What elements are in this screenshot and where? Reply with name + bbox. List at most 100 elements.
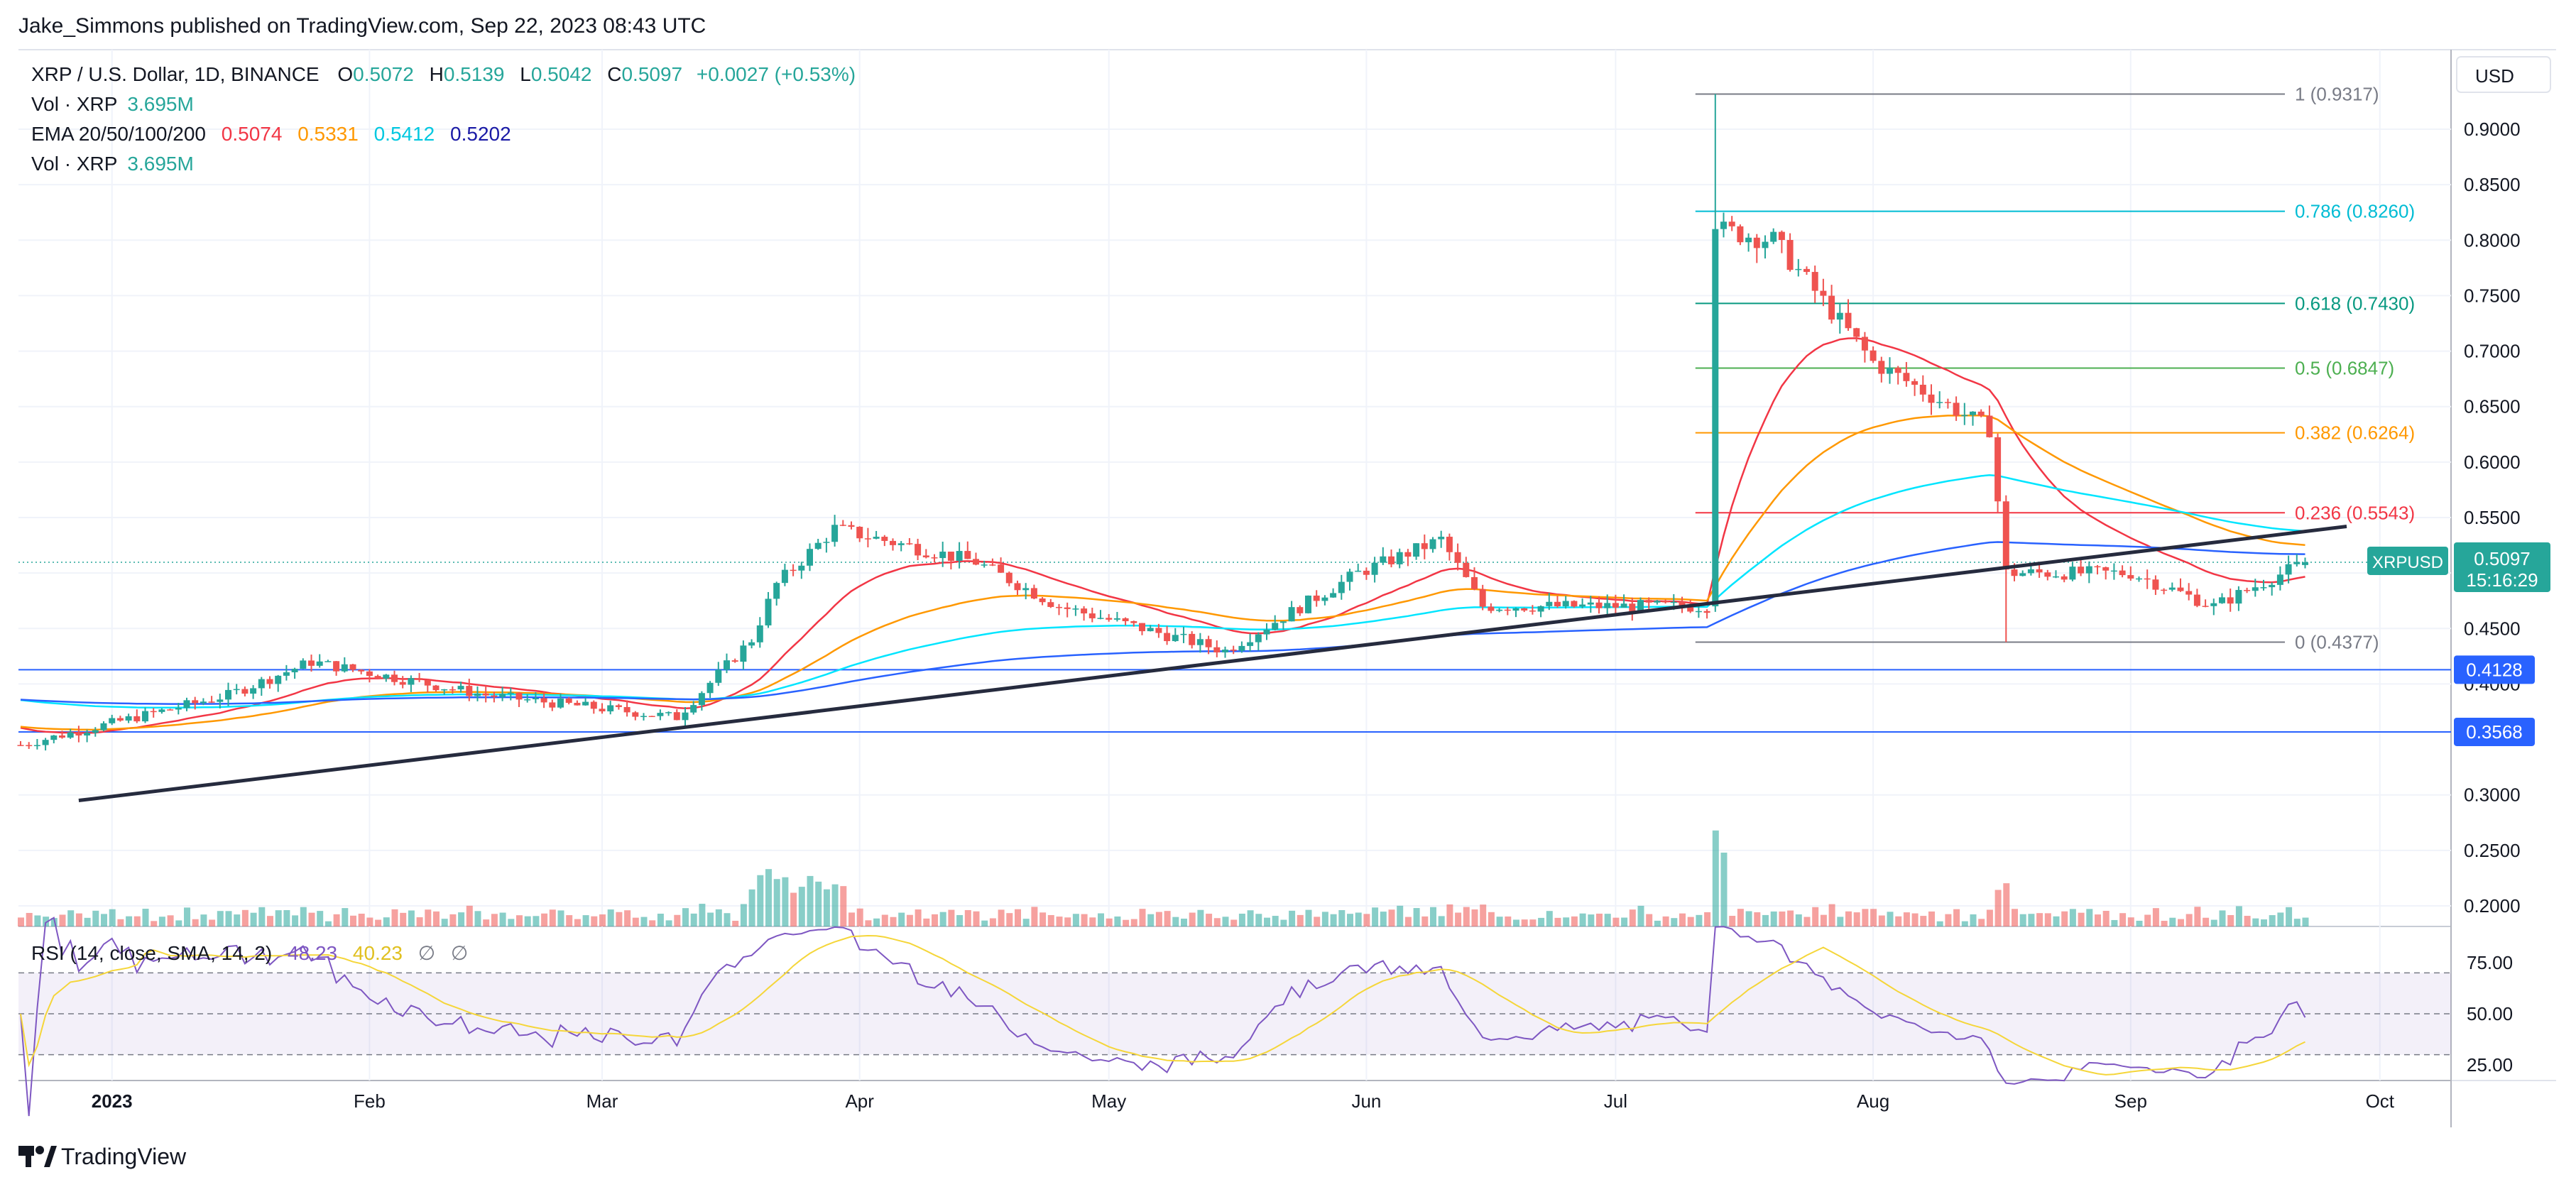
candle-body xyxy=(1088,613,1096,618)
volume-bar xyxy=(2095,914,2101,926)
volume-bar xyxy=(1446,904,1453,926)
candle-body xyxy=(391,674,398,682)
volume-bar xyxy=(491,914,498,926)
candle-body xyxy=(915,544,922,556)
volume-bar xyxy=(939,912,946,926)
candle-body xyxy=(116,718,124,721)
candle-body xyxy=(798,565,805,571)
volume-bar xyxy=(2127,917,2134,926)
candle-body xyxy=(781,569,788,584)
volume-bar xyxy=(1853,912,1860,926)
volume-bar xyxy=(292,915,299,926)
volume-bar xyxy=(391,909,398,926)
volume-bar xyxy=(616,912,623,926)
price-tick-label: 0.4500 xyxy=(2464,618,2521,639)
volume-bar xyxy=(831,884,839,926)
candle-body xyxy=(1446,537,1453,552)
legend-volume-2: Vol · XRP 3.695M xyxy=(31,153,194,175)
volume-bar xyxy=(2302,917,2309,926)
volume-bar xyxy=(1928,911,1935,926)
candle-body xyxy=(848,525,855,527)
candle-body xyxy=(416,678,423,680)
candle-body xyxy=(2161,589,2168,591)
volume-bar xyxy=(275,910,282,926)
volume-bar xyxy=(1754,912,1761,926)
candle-body xyxy=(1346,571,1353,582)
candle-body xyxy=(1953,403,1960,416)
volume-bar xyxy=(1911,913,1919,926)
candle-body xyxy=(2144,578,2151,580)
volume-bar xyxy=(317,911,324,926)
currency-button[interactable] xyxy=(2456,56,2551,93)
candle-body xyxy=(366,671,373,677)
volume-bar xyxy=(2235,906,2242,926)
volume-bar xyxy=(192,919,199,926)
candle-body xyxy=(1562,601,1569,607)
volume-bar xyxy=(1255,914,1262,926)
candle-body xyxy=(383,674,390,679)
volume-bar xyxy=(2277,912,2284,926)
volume-bar xyxy=(1671,918,1678,926)
volume-bar xyxy=(250,912,257,926)
trendline[interactable] xyxy=(78,525,2347,803)
candle-body xyxy=(432,685,440,691)
candle-body xyxy=(2244,590,2251,591)
time-tick-label: Aug xyxy=(1857,1090,1889,1112)
candle-body xyxy=(33,745,40,746)
volume-bar xyxy=(582,915,589,926)
volume-bar xyxy=(2061,911,2068,926)
candles xyxy=(17,94,2308,751)
volume-bar xyxy=(699,904,706,926)
candle-body xyxy=(42,740,49,745)
candle-body xyxy=(724,660,730,670)
volume-bar xyxy=(715,909,722,926)
candle-body xyxy=(167,709,174,711)
candle-body xyxy=(1604,603,1611,608)
candle-body xyxy=(2177,587,2184,591)
candle-body xyxy=(1504,609,1511,611)
volume-bar xyxy=(234,914,241,926)
candle-body xyxy=(682,712,689,721)
rsi-legend: RSI (14, close, SMA, 14, 2) 48.23 40.23 … xyxy=(31,942,468,964)
volume-bar xyxy=(1147,914,1155,926)
volume-bar xyxy=(67,910,75,926)
candle-body xyxy=(50,735,58,740)
volume-bar xyxy=(466,905,473,926)
candle-body xyxy=(250,688,257,694)
volume-bar xyxy=(1596,913,1603,926)
candle-body xyxy=(1695,611,1702,613)
volume-bar xyxy=(964,909,971,926)
volume-bar xyxy=(2286,907,2293,926)
volume-bar xyxy=(923,918,930,926)
volume-bar xyxy=(1554,917,1561,926)
level-badge-label: 0.4128 xyxy=(2466,659,2523,680)
candle-body xyxy=(1911,381,1919,385)
candle-body xyxy=(1770,231,1777,242)
volume-bar xyxy=(632,917,639,926)
volume-bar xyxy=(524,916,531,926)
candle-body xyxy=(1355,570,1362,572)
volume-bar xyxy=(873,918,880,926)
volume-bar xyxy=(1637,905,1644,926)
candle-body xyxy=(300,660,307,669)
volume-bar xyxy=(458,912,465,926)
candle-body xyxy=(2285,564,2292,575)
symbol-badge xyxy=(2367,546,2448,575)
volume-bar xyxy=(848,912,855,926)
volume-bar xyxy=(18,917,24,926)
volume-bar xyxy=(823,889,830,926)
candle-body xyxy=(1887,368,1893,374)
fib-level-label: 0.618 (0.7430) xyxy=(2295,292,2415,314)
candle-body xyxy=(1571,601,1578,607)
volume-bar xyxy=(1463,907,1470,926)
volume-bar xyxy=(915,909,922,926)
candle-body xyxy=(690,705,697,713)
candle-body xyxy=(1371,562,1378,575)
rsi-sma-line xyxy=(20,934,2305,1076)
volume-bar xyxy=(300,907,307,926)
volume-bar xyxy=(1347,914,1353,926)
candle-body xyxy=(1845,312,1852,329)
candle-body xyxy=(998,564,1005,573)
candle-body xyxy=(2293,562,2301,564)
time-axis: 2023 Feb Mar Apr May Jun Jul Aug Sep Oct xyxy=(92,1090,2395,1112)
